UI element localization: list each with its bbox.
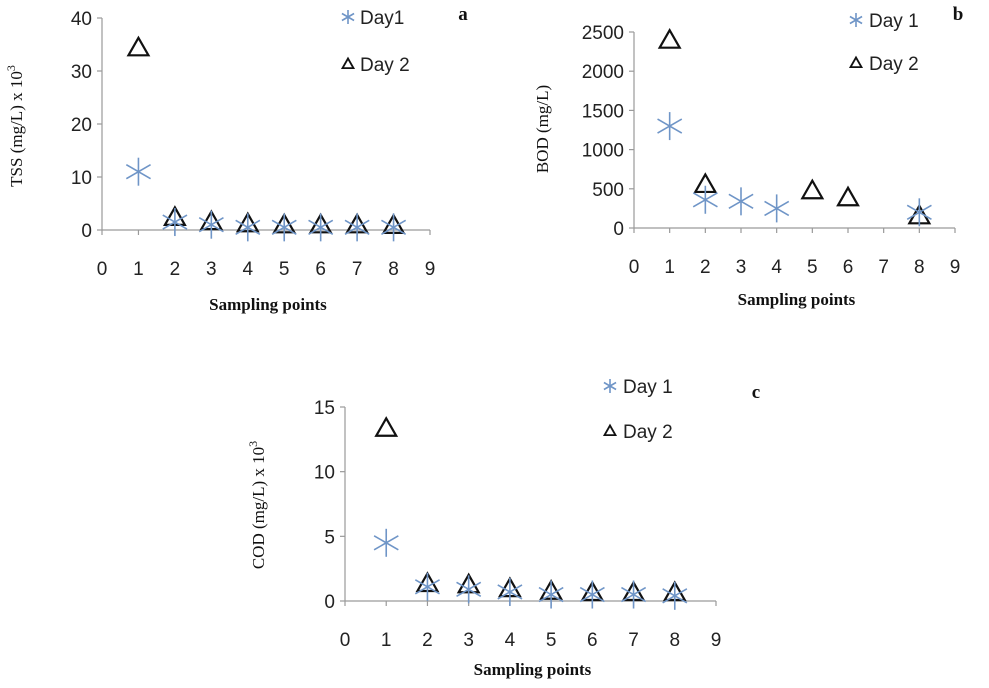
y-axis-title-superscript: 3 (4, 65, 18, 71)
data-point-day2 (836, 185, 860, 207)
data-point-day1 (271, 213, 297, 242)
data-point-day1 (621, 580, 647, 609)
data-point-day2 (126, 35, 151, 57)
x-tick-label: 2 (170, 259, 181, 280)
x-tick-label: 9 (425, 259, 436, 280)
y-tick-label: 0 (613, 219, 624, 240)
legend-marker-triangle (848, 55, 864, 69)
y-axis-title-superscript: 3 (246, 441, 260, 447)
x-tick-label: 3 (736, 257, 747, 278)
data-point-day1 (414, 572, 440, 601)
panel-letter: c (752, 382, 760, 403)
legend-label: Day1 (360, 8, 404, 29)
y-tick-label: 1000 (582, 141, 624, 162)
data-point-day1 (906, 198, 932, 227)
y-tick-label: 2000 (582, 62, 624, 83)
legend-marker-asterisk (603, 379, 617, 393)
x-tick-label: 4 (505, 630, 516, 651)
x-tick-label: 8 (669, 630, 680, 651)
chart-panel-a: 0 10 20 30 40 0 1 2 3 4 5 6 7 8 9 Sampling points TSS (m… (4, 4, 468, 314)
y-tick-label: 500 (592, 180, 624, 201)
data-point-day2 (374, 416, 399, 437)
data-point-day1 (198, 210, 224, 239)
x-tick-label: 1 (133, 259, 144, 280)
y-tick-label: 10 (314, 463, 335, 484)
data-point-day1 (381, 213, 407, 242)
data-point-day1 (538, 580, 564, 609)
x-tick-label: 6 (587, 630, 598, 651)
data-point-day2 (657, 27, 682, 49)
data-point-day1 (728, 187, 754, 216)
x-tick-label: 0 (97, 259, 108, 280)
x-tick-label: 6 (843, 257, 854, 278)
data-point-day1 (497, 577, 523, 606)
x-tick-label: 0 (340, 630, 351, 651)
data-point-day1 (162, 208, 188, 237)
panel-letter: b (953, 4, 964, 25)
x-tick-label: 4 (242, 259, 253, 280)
x-tick-label: 7 (878, 257, 889, 278)
x-tick-label: 3 (206, 259, 217, 280)
legend-label: Day 1 (623, 377, 673, 398)
x-tick-label: 6 (315, 259, 326, 280)
y-tick-label: 20 (71, 115, 92, 136)
legend-label: Day 2 (869, 54, 919, 75)
data-point-day1 (579, 580, 605, 609)
y-axis-title: BOD (mg/L) (533, 85, 552, 173)
x-tick-label: 9 (711, 630, 722, 651)
legend-label: Day 2 (360, 55, 410, 76)
legend-label: Day 2 (623, 422, 673, 443)
y-tick-label: 0 (324, 592, 335, 613)
y-axis-title: TSS (mg/L) x 103 (4, 65, 26, 187)
legend-label: Day 1 (869, 11, 919, 32)
y-tick-label: 30 (71, 62, 92, 83)
y-tick-label: 1500 (582, 101, 624, 122)
y-tick-label: 5 (324, 527, 335, 548)
data-point-day1 (308, 213, 334, 242)
data-point-day1 (662, 581, 688, 610)
data-point-day1 (125, 157, 151, 186)
x-tick-label: 4 (771, 257, 782, 278)
panel-letter: a (458, 4, 468, 25)
y-tick-label: 0 (81, 221, 92, 242)
data-point-day1 (373, 528, 399, 557)
legend-marker-triangle (340, 56, 356, 70)
x-axis-title: Sampling points (474, 660, 592, 679)
data-point-day1 (764, 194, 790, 223)
x-tick-label: 5 (279, 259, 290, 280)
legend-marker-asterisk (849, 13, 863, 27)
data-point-day1 (657, 112, 683, 141)
x-tick-label: 5 (807, 257, 818, 278)
y-tick-label: 15 (314, 398, 335, 419)
legend-marker-triangle (602, 423, 618, 437)
x-tick-label: 8 (914, 257, 925, 278)
chart-panel-c: 0 5 10 15 0 1 2 3 4 5 6 7 8 9 Sampling points COD (mg/L… (246, 377, 760, 679)
x-tick-label: 0 (629, 257, 640, 278)
data-point-day1 (344, 213, 370, 242)
x-tick-label: 5 (546, 630, 557, 651)
x-tick-label: 3 (463, 630, 474, 651)
x-tick-label: 8 (388, 259, 399, 280)
data-point-day1 (456, 575, 482, 604)
y-tick-label: 40 (71, 9, 92, 30)
x-tick-label: 2 (422, 630, 433, 651)
x-tick-label: 1 (664, 257, 675, 278)
data-point-day1 (235, 213, 261, 242)
x-tick-label: 7 (628, 630, 639, 651)
data-point-day1 (692, 185, 718, 214)
y-tick-label: 2500 (582, 23, 624, 44)
x-axis-title: Sampling points (209, 295, 327, 314)
chart-panel-b: 0 500 1000 1500 2000 2500 0 1 2 3 4 5 6 7 8 9 Sampling p… (533, 4, 963, 309)
x-tick-label: 1 (381, 630, 392, 651)
y-axis-title: COD (mg/L) x 103 (246, 441, 268, 569)
legend-marker-asterisk (341, 10, 355, 24)
x-tick-label: 2 (700, 257, 711, 278)
y-tick-label: 10 (71, 168, 92, 189)
x-tick-label: 9 (950, 257, 961, 278)
data-point-day2 (800, 178, 825, 200)
x-axis-title: Sampling points (738, 290, 856, 309)
x-tick-label: 7 (352, 259, 363, 280)
